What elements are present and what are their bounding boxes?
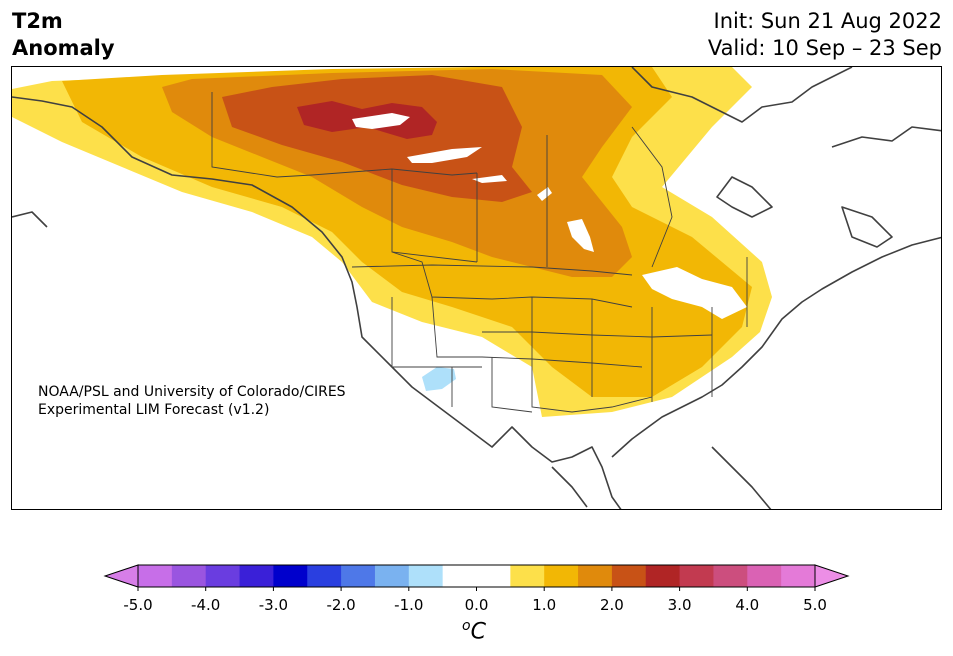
colorbar-bin xyxy=(374,565,410,587)
map-title: T2m Anomaly xyxy=(12,8,115,62)
lakes xyxy=(352,113,747,319)
colorbar-bin xyxy=(476,565,511,587)
attribution-line-1: NOAA/PSL and University of Colorado/CIRE… xyxy=(38,384,346,400)
attribution: NOAA/PSL and University of Colorado/CIRE… xyxy=(38,383,346,419)
colorbar-bin xyxy=(341,565,376,587)
colorbar-bin xyxy=(544,565,579,587)
anomaly-region-minus-0-5-to-1 xyxy=(422,367,456,391)
colorbar-tick-label: 1.0 xyxy=(532,596,556,614)
colorbar-tick-label: 0.0 xyxy=(465,596,489,614)
colorbar-tick-label: -4.0 xyxy=(191,596,220,614)
forecast-dates: Init: Sun 21 Aug 2022 Valid: 10 Sep – 23… xyxy=(708,8,942,62)
colorbar-bin xyxy=(205,565,241,587)
colorbar-under-triangle xyxy=(103,564,139,588)
attribution-line-2: Experimental LIM Forecast (v1.2) xyxy=(38,402,270,418)
colorbar-bin xyxy=(307,565,342,587)
colorbar-tick-label: -3.0 xyxy=(259,596,288,614)
colorbar-bin xyxy=(442,565,477,587)
colorbar-bin xyxy=(273,565,308,587)
colorbar-bins xyxy=(138,565,816,587)
colorbar: -5.0 -4.0 -3.0 -2.0 -1.0 0.0 1.0 2.0 3.0 4.0 5.0 xyxy=(103,564,850,614)
colorbar-bin xyxy=(747,565,782,587)
colorbar-bin xyxy=(713,565,748,587)
colorbar-tick-label: 5.0 xyxy=(803,596,827,614)
unit-letter: C xyxy=(470,619,486,645)
coastlines xyxy=(12,67,941,509)
colorbar-tick-label: -5.0 xyxy=(123,596,152,614)
anomaly-map xyxy=(11,66,942,510)
colorbar-bin xyxy=(408,565,444,587)
colorbar-over-triangle xyxy=(814,564,850,588)
init-date: Init: Sun 21 Aug 2022 xyxy=(713,9,942,33)
colorbar-tick-label: -2.0 xyxy=(326,596,355,614)
colorbar-bin xyxy=(611,565,647,587)
colorbar-tick-label: 4.0 xyxy=(735,596,759,614)
title-line-2: Anomaly xyxy=(12,36,115,60)
colorbar-bin xyxy=(645,565,681,587)
colorbar-bin xyxy=(781,565,816,587)
degree-mark: o xyxy=(462,618,471,634)
colorbar-ticks: -5.0 -4.0 -3.0 -2.0 -1.0 0.0 1.0 2.0 3.0 4.0 5.0 xyxy=(123,587,827,614)
colorbar-tick-label: 2.0 xyxy=(600,596,624,614)
colorbar-bin xyxy=(171,565,207,587)
colorbar-unit: oC xyxy=(462,618,486,644)
colorbar-tick-label: -1.0 xyxy=(394,596,423,614)
colorbar-bin xyxy=(138,565,173,587)
valid-date: Valid: 10 Sep – 23 Sep xyxy=(707,36,942,60)
map-canvas xyxy=(12,67,941,509)
title-line-1: T2m xyxy=(12,9,63,33)
colorbar-bin xyxy=(510,565,545,587)
political-boundaries xyxy=(211,92,748,413)
colorbar-tick-label: 3.0 xyxy=(668,596,692,614)
colorbar-bin xyxy=(239,565,274,587)
colorbar-bin xyxy=(679,565,714,587)
colorbar-bin xyxy=(578,565,613,587)
